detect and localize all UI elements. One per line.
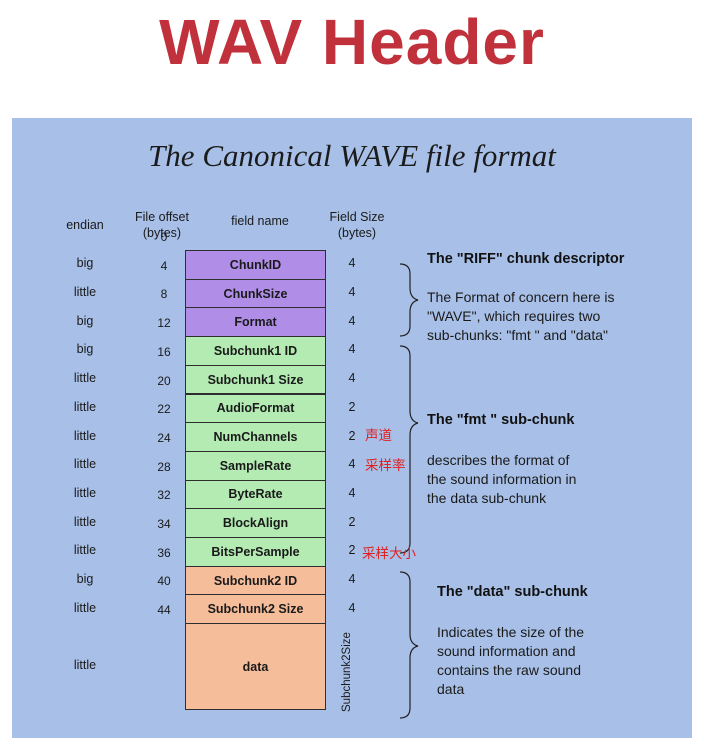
size-cell: 2 bbox=[348, 428, 356, 443]
offset-cell: 20 bbox=[157, 373, 171, 388]
riff-description: The Format of concern here is "WAVE", wh… bbox=[427, 289, 615, 343]
field-box-subchunk1-id: Subchunk1 ID bbox=[185, 336, 326, 366]
size-cell: 4 bbox=[348, 285, 356, 300]
size-cell: 4 bbox=[348, 457, 356, 472]
data-title: The "data" sub-chunk bbox=[437, 584, 588, 600]
field-box-subchunk2-size: Subchunk2 Size bbox=[185, 594, 326, 625]
endian-cell: little bbox=[73, 543, 97, 558]
offset-cell: 24 bbox=[157, 430, 171, 445]
field-box-format: Format bbox=[185, 307, 326, 338]
offset-cell: 0 bbox=[160, 230, 168, 244]
endian-cell: big bbox=[76, 342, 94, 357]
field-size-header: Field Size (bytes) bbox=[329, 210, 385, 240]
field-box-chunksize: ChunkSize bbox=[185, 278, 326, 309]
channels-annotation: 声道 bbox=[365, 428, 392, 443]
offset-cell: 44 bbox=[157, 603, 171, 618]
chunk-braces bbox=[399, 263, 419, 719]
size-cell: 2 bbox=[348, 543, 356, 558]
data-brace bbox=[399, 571, 419, 719]
bits-per-sample-annotation: 采样大小 bbox=[362, 546, 416, 561]
field-name-header: field name bbox=[231, 214, 289, 228]
fmt-description: describes the format of the sound inform… bbox=[427, 452, 577, 506]
size-cell: 4 bbox=[348, 600, 356, 615]
size-cell: 4 bbox=[348, 342, 356, 357]
field-box-bitspersample: BitsPerSample bbox=[185, 537, 326, 567]
field-box-data: data bbox=[185, 623, 326, 711]
fmt-brace bbox=[399, 345, 419, 554]
endian-cell: little bbox=[73, 399, 97, 414]
size-cell: 4 bbox=[348, 256, 356, 271]
endian-cell: little bbox=[73, 514, 97, 529]
offset-cell: 32 bbox=[157, 488, 171, 503]
endian-cell: little bbox=[73, 600, 97, 615]
sample-rate-annotation: 采样率 bbox=[365, 458, 406, 473]
endian-cell: little bbox=[73, 485, 97, 500]
offset-cell: 34 bbox=[157, 517, 171, 531]
endian-cell: little bbox=[73, 428, 97, 443]
size-cell: 2 bbox=[348, 514, 356, 529]
endian-header: endian bbox=[66, 218, 104, 232]
size-cell: 4 bbox=[348, 572, 356, 587]
fmt-title: The "fmt " sub-chunk bbox=[427, 412, 575, 428]
endian-cell: little bbox=[73, 285, 97, 300]
size-cell: 4 bbox=[348, 313, 356, 328]
size-cell: 4 bbox=[348, 371, 356, 386]
endian-cell: big bbox=[76, 313, 94, 328]
offset-cell: 28 bbox=[157, 459, 171, 474]
diagram-panel: The Canonical WAVE file format endian Fi… bbox=[12, 118, 692, 738]
riff-brace bbox=[399, 263, 419, 337]
offset-cell: 40 bbox=[157, 574, 171, 589]
endian-cell: little bbox=[73, 457, 97, 472]
offset-cell: 4 bbox=[160, 258, 168, 273]
data-description: Indicates the size of the sound informat… bbox=[437, 624, 585, 697]
offset-cell: 8 bbox=[160, 287, 168, 302]
size-cell: 2 bbox=[348, 399, 356, 414]
size-cell: 4 bbox=[348, 485, 356, 500]
riff-title: The "RIFF" chunk descriptor bbox=[427, 251, 625, 267]
offset-cell: 12 bbox=[157, 316, 171, 331]
page-title: WAV Header bbox=[159, 6, 545, 78]
endian-cell: big bbox=[76, 572, 94, 587]
endian-cell: little bbox=[73, 371, 97, 386]
diagram-title: The Canonical WAVE file format bbox=[148, 138, 556, 173]
field-box-samplerate: SampleRate bbox=[185, 450, 326, 481]
offset-cell: 36 bbox=[157, 545, 171, 560]
offset-header: File offset (bytes) bbox=[135, 210, 189, 240]
offset-cell: 16 bbox=[157, 344, 171, 359]
endian-cell: little bbox=[73, 658, 97, 673]
endian-cell: big bbox=[76, 256, 94, 271]
offset-cell: 22 bbox=[157, 402, 171, 417]
